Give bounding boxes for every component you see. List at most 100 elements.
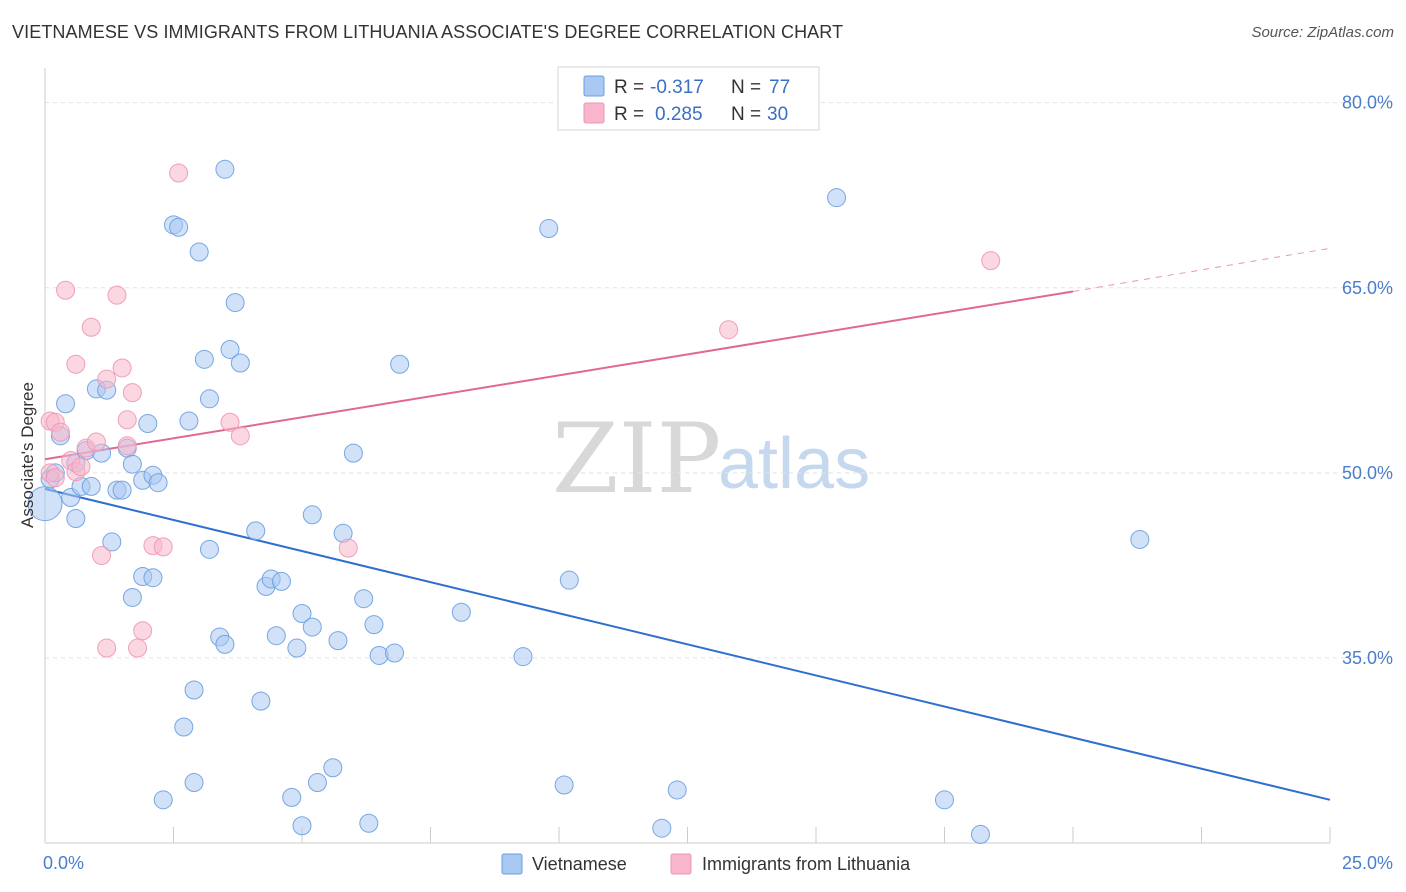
point-vietnamese <box>653 819 671 837</box>
point-lithuania <box>67 355 85 373</box>
gridlines <box>45 103 1392 658</box>
point-vietnamese <box>386 644 404 662</box>
point-vietnamese <box>288 639 306 657</box>
point-vietnamese <box>175 718 193 736</box>
point-vietnamese <box>185 774 203 792</box>
legend-n-lithuania: 30 <box>767 104 788 125</box>
point-vietnamese <box>123 455 141 473</box>
x-tick-label: 25.0% <box>1342 853 1393 873</box>
watermark: ZIP atlas <box>552 403 870 515</box>
y-tick-label: 35.0% <box>1342 648 1393 668</box>
trend-line-extension <box>1073 248 1330 291</box>
point-vietnamese <box>391 355 409 373</box>
legend-swatch-lithuania <box>584 103 604 123</box>
x-tick-label: 0.0% <box>43 853 84 873</box>
point-vietnamese <box>514 648 532 666</box>
point-lithuania <box>72 458 90 476</box>
point-vietnamese <box>355 590 373 608</box>
y-axis-label: Associate's Degree <box>18 382 37 528</box>
point-vietnamese <box>247 522 265 540</box>
point-vietnamese <box>185 681 203 699</box>
point-lithuania <box>87 433 105 451</box>
legend-n-label: N = <box>731 104 761 125</box>
point-vietnamese <box>226 294 244 312</box>
point-vietnamese <box>170 218 188 236</box>
point-lithuania <box>154 538 172 556</box>
watermark-atlas: atlas <box>718 424 870 504</box>
point-vietnamese <box>360 814 378 832</box>
point-lithuania <box>82 318 100 336</box>
watermark-zip: ZIP <box>552 403 721 515</box>
point-vietnamese <box>149 474 167 492</box>
point-lithuania <box>123 384 141 402</box>
point-vietnamese <box>668 781 686 799</box>
bottom-legend-lithuania: Immigrants from Lithuania <box>702 854 911 874</box>
point-vietnamese <box>303 506 321 524</box>
point-vietnamese <box>154 791 172 809</box>
point-vietnamese <box>139 414 157 432</box>
point-lithuania <box>231 427 249 445</box>
point-lithuania <box>93 547 111 565</box>
point-vietnamese <box>190 243 208 261</box>
legend-n-vietnamese: 77 <box>769 77 790 98</box>
point-vietnamese <box>308 774 326 792</box>
point-lithuania <box>982 252 1000 270</box>
legend-r-label: R = <box>614 77 644 98</box>
point-vietnamese <box>200 540 218 558</box>
point-vietnamese <box>195 350 213 368</box>
point-vietnamese <box>144 569 162 587</box>
bottom-legend-swatch-vietnamese <box>502 854 522 874</box>
point-vietnamese <box>216 160 234 178</box>
point-vietnamese <box>180 412 198 430</box>
y-tick-label: 65.0% <box>1342 278 1393 298</box>
point-lithuania <box>339 539 357 557</box>
point-vietnamese <box>67 509 85 527</box>
point-vietnamese <box>267 627 285 645</box>
point-lithuania <box>129 639 147 657</box>
y-tick-label: 50.0% <box>1342 463 1393 483</box>
legend-bottom: Vietnamese Immigrants from Lithuania <box>502 854 911 874</box>
legend-r-vietnamese: -0.317 <box>650 77 704 98</box>
point-lithuania <box>720 321 738 339</box>
point-vietnamese <box>272 572 290 590</box>
point-vietnamese <box>200 390 218 408</box>
point-vietnamese <box>57 395 75 413</box>
point-vietnamese <box>293 817 311 835</box>
point-vietnamese <box>344 444 362 462</box>
point-vietnamese <box>216 635 234 653</box>
point-vietnamese <box>971 825 989 843</box>
legend-top: R = -0.317 N = 77 R = 0.285 N = 30 <box>558 67 819 130</box>
point-vietnamese <box>324 759 342 777</box>
point-lithuania <box>118 411 136 429</box>
y-tick-label: 80.0% <box>1342 93 1393 113</box>
point-vietnamese <box>555 776 573 794</box>
legend-swatch-vietnamese <box>584 76 604 96</box>
point-vietnamese <box>936 791 954 809</box>
point-vietnamese <box>540 220 558 238</box>
point-lithuania <box>46 469 64 487</box>
point-vietnamese <box>252 692 270 710</box>
point-vietnamese <box>123 588 141 606</box>
bottom-legend-swatch-lithuania <box>671 854 691 874</box>
point-vietnamese <box>283 788 301 806</box>
point-lithuania <box>57 281 75 299</box>
legend-r-lithuania: 0.285 <box>655 104 703 125</box>
point-vietnamese <box>303 618 321 636</box>
point-lithuania <box>118 437 136 455</box>
point-lithuania <box>98 370 116 388</box>
point-lithuania <box>134 622 152 640</box>
y-tick-labels: 35.0% 50.0% 65.0% 80.0% <box>1342 93 1393 668</box>
legend-r-label: R = <box>614 104 644 125</box>
legend-n-label: N = <box>731 77 761 98</box>
point-vietnamese <box>82 477 100 495</box>
point-vietnamese <box>365 616 383 634</box>
point-vietnamese <box>113 481 131 499</box>
point-lithuania <box>113 359 131 377</box>
point-vietnamese <box>231 354 249 372</box>
point-vietnamese <box>828 189 846 207</box>
scatter-chart: ZIP atlas 35.0% 50.0% 65.0% 80.0% 0.0% 25.0%… <box>0 0 1406 892</box>
point-lithuania <box>51 423 69 441</box>
bottom-legend-vietnamese: Vietnamese <box>532 854 627 874</box>
point-vietnamese <box>329 632 347 650</box>
point-vietnamese <box>560 571 578 589</box>
